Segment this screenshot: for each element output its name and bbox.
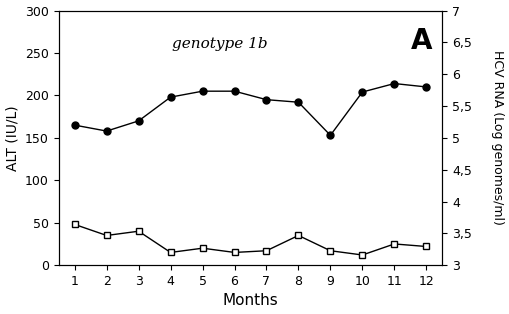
X-axis label: Months: Months [222,294,278,308]
Y-axis label: ALT (IU/L): ALT (IU/L) [6,105,19,171]
Text: A: A [410,27,432,55]
Y-axis label: HCV RNA (Log genomes/ml): HCV RNA (Log genomes/ml) [491,51,503,225]
Text: genotype 1b: genotype 1b [172,37,267,51]
